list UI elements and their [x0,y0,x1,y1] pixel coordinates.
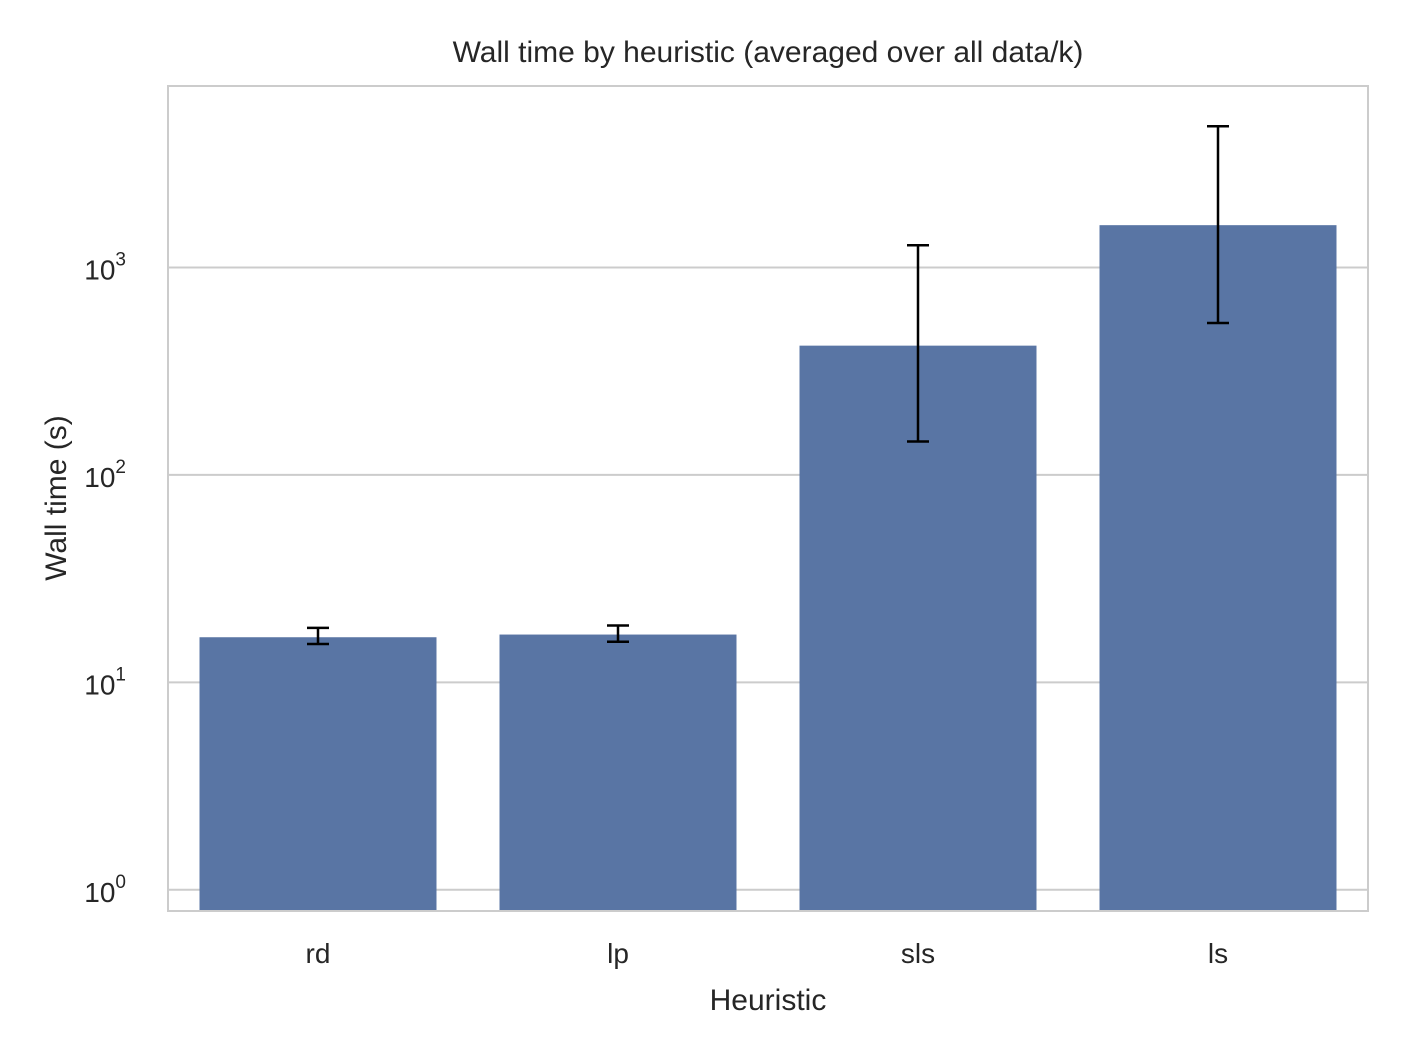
x-tick-label: lp [607,938,629,969]
y-tick-exponent: 2 [115,457,126,478]
bar-lp [499,634,737,911]
y-axis-label: Wall time (s) [40,415,73,581]
y-tick-exponent: 1 [115,664,126,685]
error-bars [307,124,1229,646]
x-tick-label: sls [901,938,935,969]
bars [199,225,1337,912]
y-tick-base: 10 [84,255,115,286]
y-tick-label: 102 [84,457,126,493]
x-tick-label: rd [306,938,331,969]
x-tick-labels: rd lp sls ls [306,938,1229,969]
y-tick-exponent: 3 [115,250,126,271]
chart-title: Wall time by heuristic (averaged over al… [453,36,1084,69]
y-tick-base: 10 [84,877,115,908]
y-tick-base: 10 [84,462,115,493]
x-tick-label: ls [1208,938,1228,969]
y-tick-base: 10 [84,669,115,700]
x-axis-label: Heuristic [710,984,827,1017]
bar-rd [199,637,437,911]
plot-frame [167,85,1369,912]
bar-ls [1099,225,1337,911]
y-tick-label: 103 [84,250,126,286]
y-tick-exponent: 0 [115,872,126,893]
y-tick-label: 100 [84,872,126,908]
y-tick-label: 101 [84,664,126,700]
